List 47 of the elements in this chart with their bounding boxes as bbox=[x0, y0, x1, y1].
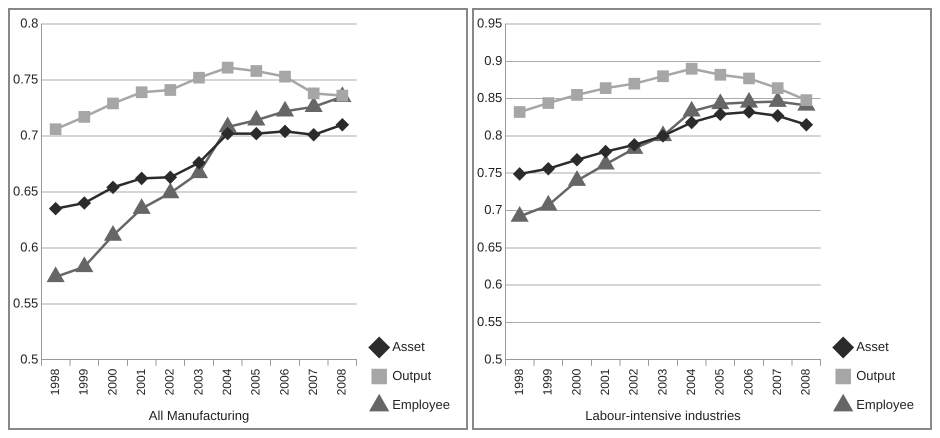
y-tick-label: 0.7 bbox=[484, 202, 502, 218]
x-tick-label: 1998 bbox=[512, 368, 526, 396]
legend-label: Output bbox=[856, 368, 896, 384]
x-tick-label: 2006 bbox=[741, 368, 756, 396]
y-tick-label: 0.75 bbox=[12, 72, 38, 87]
x-tick-label: 2003 bbox=[655, 368, 670, 396]
legend-label: Asset bbox=[856, 339, 890, 354]
legend-label: Employee bbox=[392, 397, 450, 412]
x-tick-label: 2008 bbox=[334, 368, 349, 396]
legend-label: Asset bbox=[392, 339, 426, 354]
y-tick-label: 0.6 bbox=[20, 239, 38, 254]
y-tick-label: 0.5 bbox=[20, 351, 38, 366]
y-tick-label: 0.8 bbox=[484, 127, 502, 142]
y-tick-label: 0.75 bbox=[476, 164, 502, 180]
x-tick-label: 2004 bbox=[220, 368, 234, 396]
x-axis-title: Labour-intensive industries bbox=[585, 408, 742, 423]
y-tick-label: 0.95 bbox=[476, 16, 502, 31]
y-tick-label: 0.8 bbox=[20, 16, 38, 31]
y-tick-label: 0.6 bbox=[484, 276, 502, 292]
x-tick-label: 2003 bbox=[191, 368, 206, 396]
y-tick-label: 0.9 bbox=[484, 52, 502, 68]
y-tick-label: 0.85 bbox=[476, 90, 502, 106]
y-tick-label: 0.65 bbox=[476, 239, 502, 254]
y-tick-label: 0.55 bbox=[12, 295, 38, 310]
y-tick-label: 0.7 bbox=[20, 127, 38, 142]
x-tick-label: 2004 bbox=[684, 368, 698, 396]
x-axis-title: All Manufacturing bbox=[148, 408, 250, 423]
x-tick-label: 2000 bbox=[569, 368, 584, 396]
x-tick-label: 2005 bbox=[248, 368, 263, 396]
x-tick-label: 2000 bbox=[105, 368, 120, 396]
x-tick-label: 1998 bbox=[48, 368, 62, 396]
x-tick-label: 2001 bbox=[134, 368, 148, 396]
x-tick-label: 2006 bbox=[277, 368, 292, 396]
x-tick-label: 2008 bbox=[798, 368, 813, 396]
x-tick-label: 2007 bbox=[306, 368, 320, 396]
x-tick-label: 1999 bbox=[540, 368, 555, 396]
y-tick-label: 0.65 bbox=[12, 183, 38, 198]
y-tick-label: 0.5 bbox=[484, 351, 502, 366]
x-tick-label: 2005 bbox=[712, 368, 727, 396]
legend-label: Output bbox=[392, 368, 432, 384]
x-tick-label: 2002 bbox=[162, 368, 177, 396]
y-tick-label: 0.55 bbox=[476, 314, 502, 329]
x-tick-label: 1999 bbox=[76, 368, 91, 396]
legend-label: Employee bbox=[856, 397, 914, 412]
x-tick-label: 2002 bbox=[626, 368, 641, 396]
x-tick-label: 2001 bbox=[598, 368, 612, 396]
x-tick-label: 2007 bbox=[770, 368, 784, 396]
